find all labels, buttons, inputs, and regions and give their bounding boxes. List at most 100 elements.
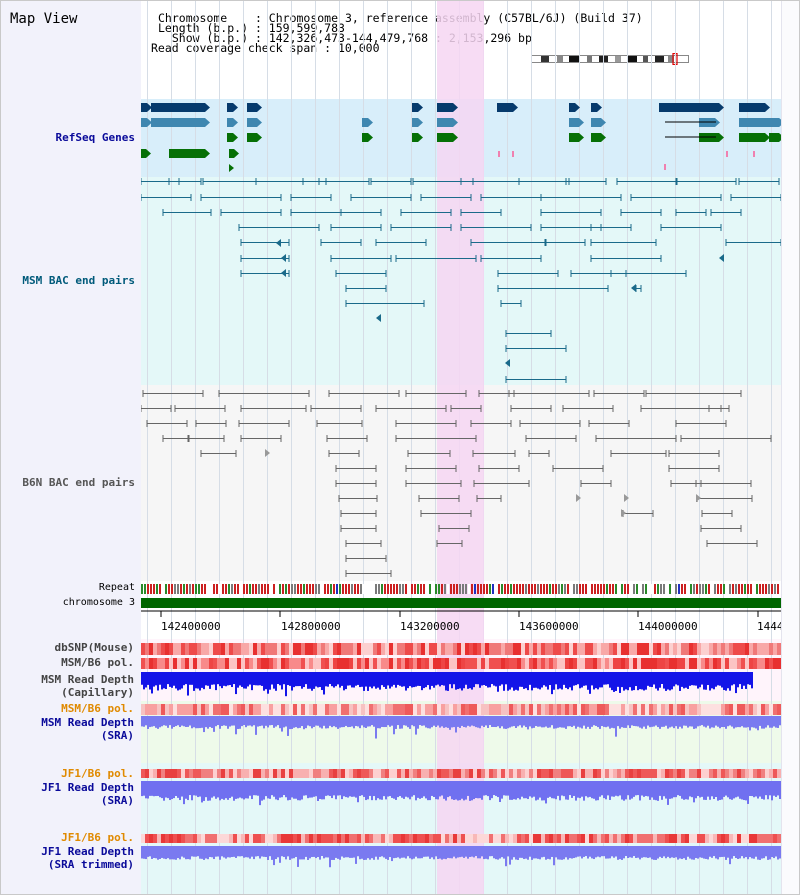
msm-sra-depth-bar — [267, 716, 269, 728]
jf1-trim-depth-bar — [231, 846, 233, 858]
page-title: Map View — [10, 11, 78, 27]
jf1-b6-pol-cell — [581, 769, 585, 778]
jf1-b6-pol-cell — [281, 769, 285, 778]
jf1-sra-depth-bar — [297, 781, 299, 801]
jf1-b6-pol-2-cell — [149, 834, 153, 843]
jf1-sra-depth-bar — [661, 781, 663, 800]
msm-capillary-depth-bar — [663, 672, 665, 689]
jf1-sra-depth-bar — [589, 781, 591, 797]
jf1-b6-pol-2-cell — [669, 834, 673, 843]
refseq-genes-label[interactable]: RefSeq Genes — [55, 131, 135, 144]
refseq-gene-arrow — [205, 149, 210, 158]
msm-sra-depth-bar — [529, 716, 531, 727]
jf1-b6-pol-2-cell — [205, 834, 209, 843]
msm-sra-depth-bar — [689, 716, 691, 727]
jf1-trim-depth-bar — [389, 846, 391, 858]
dbsnp-cell — [341, 643, 345, 655]
repeat-element — [171, 584, 173, 594]
msm-capillary-depth-bar — [493, 672, 495, 686]
jf1-b6-pol-2-cell — [589, 834, 593, 843]
jf1-sra-depth-bar — [181, 781, 183, 797]
msm-b6-pol-sra-cell — [557, 704, 561, 715]
jf1-b6-pol-cell — [369, 769, 373, 778]
msm-capillary-depth-bar — [565, 672, 567, 688]
refseq-gene-arrow — [779, 133, 781, 142]
msm-capillary-depth-bar — [337, 672, 339, 685]
jf1-sra-depth-bar — [685, 781, 687, 800]
repeat-element — [213, 584, 215, 594]
jf1-sra-depth-bar — [695, 781, 697, 799]
jf1-b6-pol-cell — [473, 769, 477, 778]
msm-sra-depth-bar — [307, 716, 309, 726]
right-scroll-edge[interactable] — [781, 1, 799, 894]
msm-b6-pol-cell — [421, 658, 425, 669]
repeat-element — [669, 584, 671, 594]
jf1-b6-pol-cell — [717, 769, 721, 778]
msm-capillary-depth-bar — [509, 672, 511, 690]
msm-capillary-depth-bar — [495, 672, 497, 687]
jf1-sra-depth-bar — [523, 781, 525, 799]
msm-bac-label[interactable]: MSM BAC end pairs — [22, 274, 135, 287]
jf1-b6-pol-2-cell — [329, 834, 333, 843]
dbsnp-cell — [637, 643, 641, 655]
jf1-trim-depth-bar — [333, 846, 335, 860]
msm-capillary-depth-bar — [641, 672, 643, 690]
jf1-sra-depth-bar — [461, 781, 463, 799]
jf1-trim-depth-bar — [275, 846, 277, 860]
jf1-b6-pol-2-cell — [345, 834, 349, 843]
jf1-sra-depth-bar — [267, 781, 269, 799]
dbsnp-cell — [421, 643, 425, 655]
jf1-b6-pol-2-cell — [365, 834, 369, 843]
b6n-bac-end-marker — [624, 494, 629, 502]
msm-b6-pol-cell — [657, 658, 661, 669]
jf1-b6-pol-2-cell — [361, 834, 365, 843]
jf1-trim-depth-bar — [763, 846, 765, 859]
jf1-b6-pol-2-cell — [765, 834, 769, 843]
msm-b6-pol-sra-cell — [273, 704, 277, 715]
msm-b6-pol-cell — [313, 658, 317, 669]
jf1-b6-pol-2-cell — [773, 834, 777, 843]
refseq-minor-feature — [664, 164, 666, 170]
dbsnp-cell — [429, 643, 433, 655]
refseq-gene-arrow — [147, 103, 152, 112]
jf1-b6-pol-cell — [173, 769, 177, 778]
msm-bac-end-marker — [631, 284, 636, 292]
dbsnp-cell — [729, 643, 733, 655]
b6n-bac-label[interactable]: B6N BAC end pairs — [22, 476, 135, 489]
jf1-trim-depth-bar — [267, 846, 269, 860]
repeat-element — [402, 584, 404, 594]
jf1-b6-pol-cell — [609, 769, 613, 778]
msm-capillary-depth-bar — [211, 672, 213, 685]
msm-b6-pol-cell — [757, 658, 761, 669]
msm-b6-pol-sra-cell — [401, 704, 405, 715]
jf1-trim-depth-bar — [597, 846, 599, 857]
msm-sra-depth-bar — [673, 716, 675, 729]
jf1-sra-depth-bar — [773, 781, 775, 796]
repeat-element — [450, 584, 452, 594]
jf1-trim-depth-bar — [671, 846, 673, 858]
msm-b6-pol-sra-cell — [157, 704, 161, 715]
msm-sra-depth-bar — [553, 716, 555, 729]
msm-capillary-depth-bar — [363, 672, 365, 691]
refseq-gene — [437, 133, 453, 142]
msm-capillary-depth-bar — [205, 672, 207, 686]
jf1-b6-pol-cell — [653, 769, 657, 778]
jf1-trim-depth-bar — [213, 846, 215, 860]
jf1-sra-depth-bar — [627, 781, 629, 796]
repeat-element — [702, 584, 704, 594]
jf1-trim-depth-bar — [589, 846, 591, 857]
msm-capillary-depth-bar — [379, 672, 381, 690]
jf1-trim-depth-bar — [717, 846, 719, 860]
jf1-trim-depth-bar — [665, 846, 667, 859]
jf1-trim-depth-bar — [595, 846, 597, 858]
dbsnp-cell — [385, 643, 389, 655]
msm-b6-pol-cell — [641, 658, 645, 669]
msm-b6-pol-cell — [413, 658, 417, 669]
jf1-sra-depth-bar — [629, 781, 631, 800]
jf1-b6-pol-2-cell — [405, 834, 409, 843]
msm-b6-pol-cell — [409, 658, 413, 669]
genome-track-canvas[interactable] — [141, 1, 781, 894]
jf1-sra-depth-bar — [325, 781, 327, 796]
jf1-trim-depth-bar — [575, 846, 577, 858]
repeat-element — [363, 584, 365, 594]
